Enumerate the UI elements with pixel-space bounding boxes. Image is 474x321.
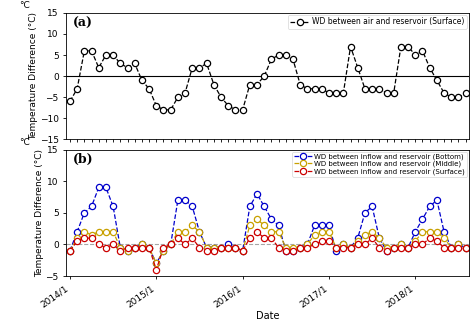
Y-axis label: Temperature Difference (°C): Temperature Difference (°C): [29, 12, 38, 140]
Line: WD between inflow and reservoir (Surface): WD between inflow and reservoir (Surface…: [67, 229, 469, 273]
WD between inflow and reservoir (Middle): [326, 230, 332, 234]
WD between inflow and reservoir (Middle): [218, 246, 224, 249]
WD between inflow and reservoir (Bottom): [226, 242, 231, 246]
WD between inflow and reservoir (Middle): [254, 217, 260, 221]
WD between air and reservoir (Surface): [383, 91, 389, 95]
WD between inflow and reservoir (Middle): [463, 246, 468, 249]
WD between air and reservoir (Surface): [319, 87, 325, 91]
Text: °C: °C: [18, 138, 29, 147]
WD between inflow and reservoir (Bottom): [154, 262, 159, 265]
WD between inflow and reservoir (Surface): [340, 246, 346, 249]
WD between inflow and reservoir (Middle): [304, 242, 310, 246]
WD between air and reservoir (Surface): [74, 87, 80, 91]
WD between inflow and reservoir (Bottom): [96, 186, 101, 189]
WD between inflow and reservoir (Surface): [326, 239, 332, 243]
WD between air and reservoir (Surface): [333, 91, 339, 95]
WD between inflow and reservoir (Surface): [304, 246, 310, 249]
Line: WD between inflow and reservoir (Bottom): WD between inflow and reservoir (Bottom): [67, 184, 469, 266]
WD between inflow and reservoir (Surface): [67, 249, 73, 253]
WD between air and reservoir (Surface): [463, 91, 468, 95]
WD between inflow and reservoir (Surface): [218, 246, 224, 249]
Y-axis label: Temperature Difference (°C): Temperature Difference (°C): [35, 149, 44, 277]
WD between inflow and reservoir (Middle): [74, 236, 80, 240]
WD between inflow and reservoir (Bottom): [67, 249, 73, 253]
Text: °C: °C: [18, 1, 29, 10]
Line: WD between inflow and reservoir (Middle): WD between inflow and reservoir (Middle): [67, 216, 469, 266]
WD between inflow and reservoir (Surface): [154, 268, 159, 272]
WD between inflow and reservoir (Surface): [383, 249, 389, 253]
Line: WD between air and reservoir (Surface): WD between air and reservoir (Surface): [67, 43, 469, 113]
WD between inflow and reservoir (Bottom): [304, 242, 310, 246]
WD between air and reservoir (Surface): [67, 100, 73, 103]
Legend: WD between air and reservoir (Surface): WD between air and reservoir (Surface): [288, 15, 467, 29]
WD between inflow and reservoir (Middle): [154, 262, 159, 265]
WD between inflow and reservoir (Middle): [67, 249, 73, 253]
WD between air and reservoir (Surface): [218, 95, 224, 99]
WD between inflow and reservoir (Surface): [74, 239, 80, 243]
WD between air and reservoir (Surface): [348, 45, 354, 48]
WD between inflow and reservoir (Bottom): [340, 242, 346, 246]
WD between air and reservoir (Surface): [297, 82, 303, 86]
X-axis label: Date: Date: [256, 311, 280, 321]
WD between inflow and reservoir (Bottom): [74, 230, 80, 234]
WD between inflow and reservoir (Bottom): [383, 249, 389, 253]
Legend: WD between inflow and reservoir (Bottom), WD between inflow and reservoir (Middl: WD between inflow and reservoir (Bottom)…: [292, 152, 467, 177]
WD between inflow and reservoir (Middle): [383, 246, 389, 249]
Text: (a): (a): [73, 17, 92, 30]
WD between air and reservoir (Surface): [161, 108, 166, 112]
WD between inflow and reservoir (Middle): [340, 242, 346, 246]
WD between inflow and reservoir (Surface): [463, 246, 468, 249]
WD between inflow and reservoir (Bottom): [326, 223, 332, 227]
WD between inflow and reservoir (Bottom): [463, 246, 468, 249]
WD between inflow and reservoir (Surface): [254, 230, 260, 234]
Text: (b): (b): [73, 153, 93, 166]
